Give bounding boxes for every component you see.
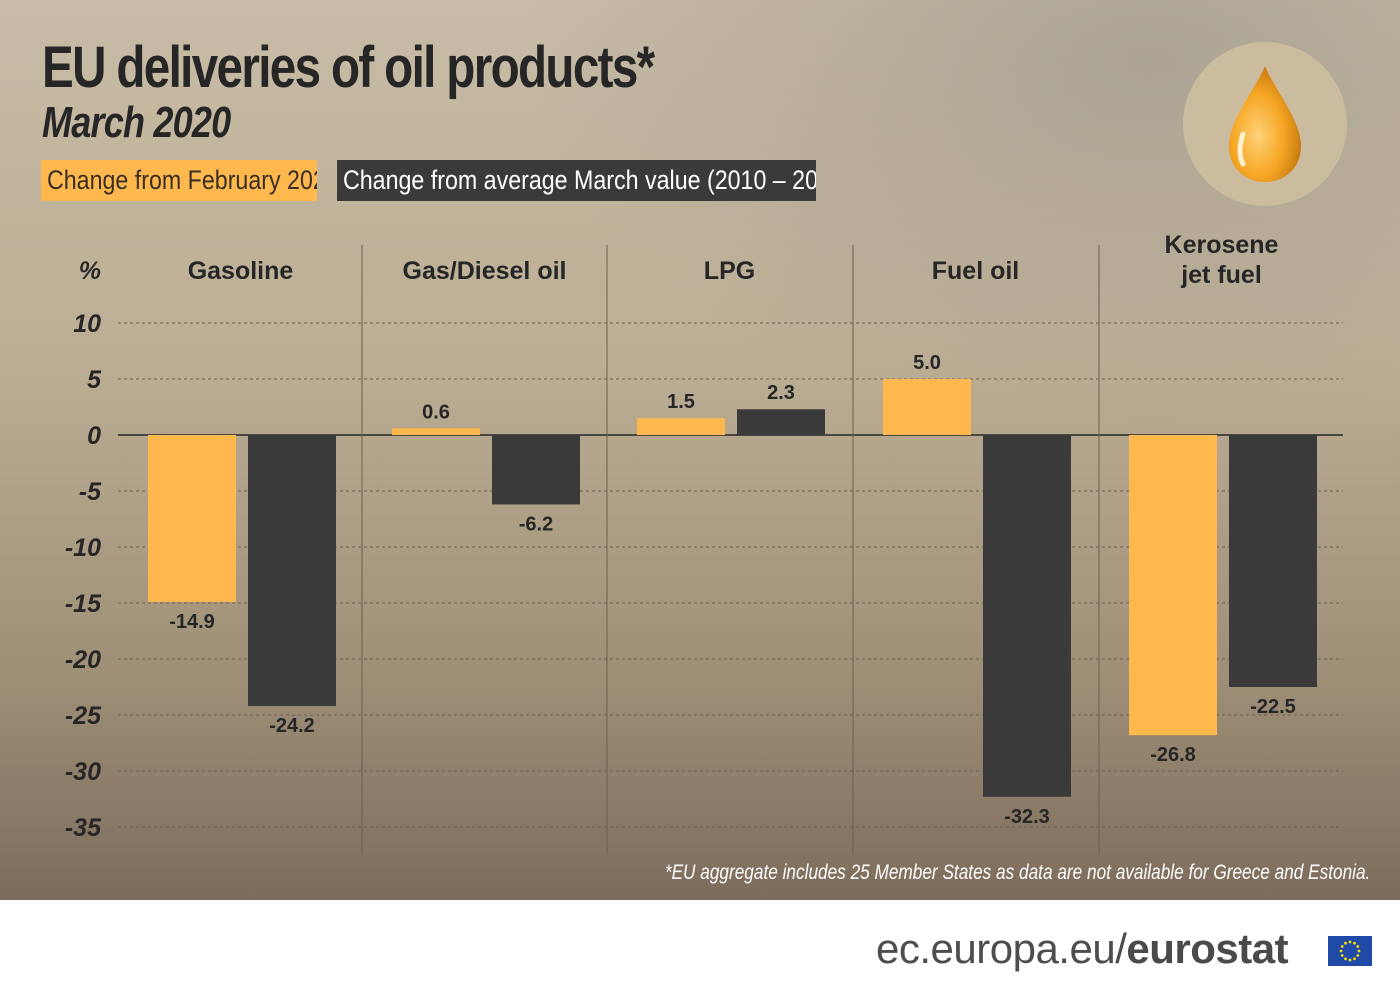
legend-series-b-label: Change from average March value (2010 – …	[343, 165, 816, 195]
bar-series-b	[1229, 435, 1317, 687]
bar-series-a	[637, 418, 725, 435]
y-tick-label: -10	[65, 534, 101, 562]
bar-chart: 10 5 0 -5 -10 -15 -20 -25 -30 -35% Gasoline Gas/Die…	[65, 231, 1343, 855]
bar-value-label: -22.5	[1250, 696, 1296, 718]
oil-drop-badge	[1183, 42, 1347, 206]
category-label: Gas/Diesel oil	[403, 257, 567, 285]
bar-value-label: -6.2	[519, 513, 553, 535]
y-tick-label: -30	[65, 758, 101, 786]
y-tick-label: 0	[87, 422, 101, 450]
footnote: *EU aggregate includes 25 Member States …	[664, 861, 1370, 884]
y-tick-label: -20	[65, 646, 101, 674]
eu-flag-icon	[1328, 936, 1372, 966]
eu-stars-icon	[1339, 940, 1361, 962]
bar-series-a	[1129, 435, 1217, 736]
y-tick-label: 10	[73, 310, 101, 338]
oil-drop-icon	[1229, 66, 1301, 182]
bar-series-a	[392, 428, 480, 435]
bar-value-label: -24.2	[269, 715, 315, 737]
bar-series-a	[148, 435, 236, 602]
chart-title: EU deliveries of oil products*	[42, 35, 655, 100]
chart-subtitle: March 2020	[42, 98, 231, 147]
category-label: jet fuel	[1180, 261, 1262, 289]
bar-value-label: -14.9	[169, 611, 215, 633]
brand-name: eurostat	[1126, 925, 1289, 972]
y-tick-label: -25	[65, 702, 102, 730]
y-tick-label: -5	[79, 478, 102, 506]
bar-value-label: 0.6	[422, 401, 450, 423]
legend-series-a: Change from February 2020	[41, 160, 317, 201]
bar-series-b	[248, 435, 336, 707]
bar-series-b	[492, 435, 580, 505]
category-label: LPG	[704, 257, 755, 285]
bar-series-b	[983, 435, 1071, 797]
y-tick-label: -35	[65, 814, 102, 842]
y-tick-label: -15	[65, 590, 102, 618]
y-axis-label: %	[79, 257, 101, 285]
bar-series-a	[883, 379, 971, 435]
brand-site: ec.europa.eu/	[876, 925, 1127, 972]
eurostat-brand[interactable]: ec.europa.eu/eurostat	[876, 925, 1289, 973]
bar-value-label: -26.8	[1150, 744, 1196, 766]
bar-series-b	[737, 409, 825, 435]
legend-series-a-label: Change from February 2020	[47, 165, 317, 195]
legend-series-b: Change from average March value (2010 – …	[337, 160, 816, 201]
y-tick-label: 5	[87, 366, 102, 394]
category-label: Kerosene	[1165, 231, 1279, 259]
category-label: Gasoline	[188, 257, 294, 285]
bar-value-label: 5.0	[913, 352, 941, 374]
bar-value-label: -32.3	[1004, 806, 1050, 828]
category-label: Fuel oil	[932, 257, 1020, 285]
bar-value-label: 2.3	[767, 382, 795, 404]
bar-value-label: 1.5	[667, 391, 695, 413]
